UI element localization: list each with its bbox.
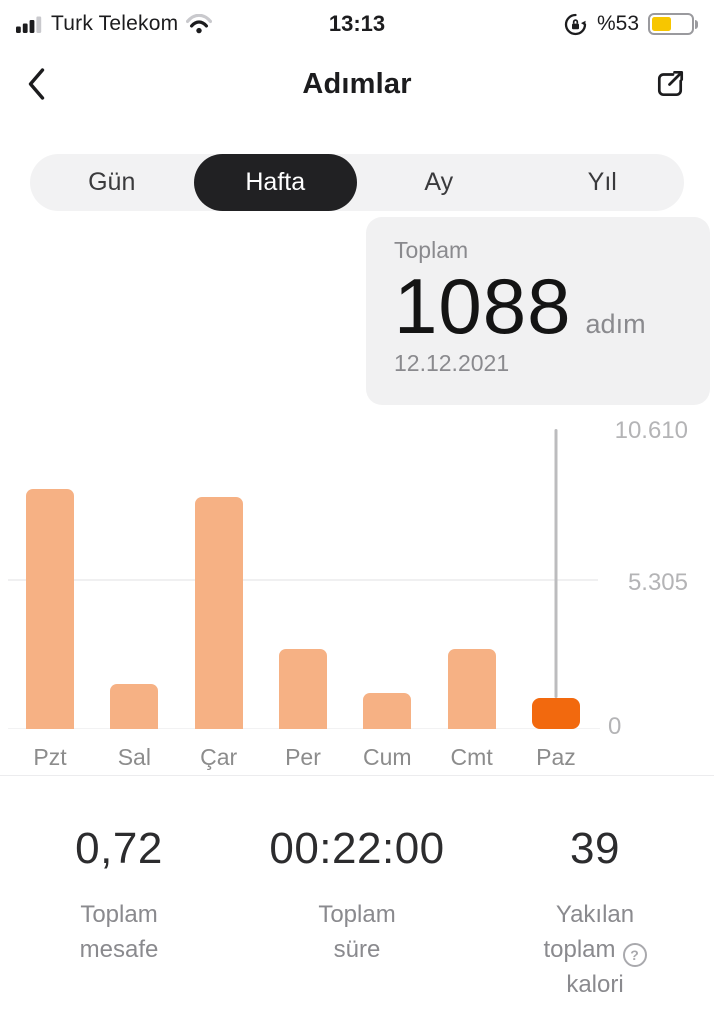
y-tick-mid: 5.305 — [627, 569, 688, 596]
chart-column-sal[interactable]: Sal — [92, 429, 176, 770]
stat-total-duration: 00:22:00 Toplam süre — [238, 824, 476, 1002]
back-button[interactable] — [26, 67, 46, 101]
status-time: 13:13 — [328, 11, 386, 36]
summary-card-unit: adım — [585, 309, 646, 339]
bar-cmt[interactable] — [447, 649, 496, 729]
stat-label: Toplam mesafe — [79, 901, 159, 963]
x-axis-label-paz: Paz — [536, 744, 576, 770]
battery-icon — [648, 13, 698, 35]
y-tick-zero: 0 — [608, 713, 622, 740]
x-axis-label-çar: Çar — [200, 744, 238, 770]
stat-total-distance: 0,72 Toplam mesafe — [0, 824, 238, 1002]
selection-line — [554, 429, 558, 698]
header: Adımlar — [0, 54, 714, 114]
battery-percent-label: %53 — [596, 12, 639, 35]
steps-bar-chart: Pzt Sal Çar Per Cum Cmt Paz 10.610 5.305 0 — [0, 417, 714, 773]
section-divider — [0, 775, 714, 776]
tab-hafta[interactable]: Hafta — [193, 154, 357, 211]
stat-label: Toplam süre — [318, 901, 396, 963]
x-axis-label-sal: Sal — [117, 744, 151, 770]
stat-value: 00:22:00 — [269, 824, 445, 873]
chart-column-cum[interactable]: Cum — [345, 429, 429, 770]
bar-cum[interactable] — [363, 693, 412, 729]
status-bar: Turk Telekom 13:13 %53 — [0, 0, 714, 44]
gridline-mid — [8, 579, 598, 581]
chart-column-per[interactable]: Per — [261, 429, 345, 770]
summary-card-label: Toplam — [394, 237, 469, 263]
summary-card-date: 12.12.2021 — [394, 349, 510, 376]
bar-chart-plot: Pzt Sal Çar Per Cum Cmt Paz — [8, 429, 598, 770]
tab-yıl[interactable]: Yıl — [587, 168, 617, 196]
help-icon[interactable]: ? — [622, 942, 647, 967]
wifi-icon — [186, 14, 213, 34]
y-tick-max: 10.610 — [614, 417, 688, 444]
tab-ay[interactable]: Ay — [424, 168, 454, 196]
carrier-label: Turk Telekom — [51, 12, 179, 35]
share-button[interactable] — [652, 66, 688, 102]
chart-column-çar[interactable]: Çar — [177, 429, 261, 770]
x-axis-label-cmt: Cmt — [450, 744, 493, 770]
x-axis-label-pzt: Pzt — [33, 744, 67, 770]
stat-value: 39 — [570, 824, 620, 873]
orientation-lock-icon — [563, 12, 588, 37]
summary-card: Toplam 1088 adım 12.12.2021 — [366, 217, 710, 405]
chart-column-cmt[interactable]: Cmt — [430, 429, 514, 770]
time-range-tabs: Gün Hafta Ay Yıl — [30, 154, 684, 211]
share-export-icon — [652, 66, 688, 102]
stat-value: 0,72 — [75, 824, 163, 873]
tab-gün[interactable]: Gün — [88, 168, 136, 196]
x-axis-label-per: Per — [285, 744, 321, 770]
chart-column-pzt[interactable]: Pzt — [8, 429, 92, 770]
stat-total-calories: 39 Yakılan toplam? kalori — [476, 824, 714, 1002]
chevron-left-icon — [26, 67, 46, 101]
chart-column-paz[interactable]: Paz — [514, 429, 598, 770]
cellular-signal-icon — [16, 16, 43, 33]
stat-label: Yakılan toplam? kalori — [476, 898, 714, 1002]
bar-paz[interactable] — [531, 698, 580, 729]
weekly-stats: 0,72 Toplam mesafe 00:22:00 Toplam süre … — [0, 824, 714, 1002]
battery-fill — [652, 17, 671, 31]
bar-sal[interactable] — [110, 684, 159, 729]
bar-çar[interactable] — [194, 497, 243, 729]
page-title: Adımlar — [302, 67, 412, 100]
bar-per[interactable] — [278, 649, 327, 729]
bar-pzt[interactable] — [26, 489, 74, 729]
x-axis-label-cum: Cum — [363, 744, 412, 770]
summary-card-value: 1088 — [394, 262, 572, 350]
